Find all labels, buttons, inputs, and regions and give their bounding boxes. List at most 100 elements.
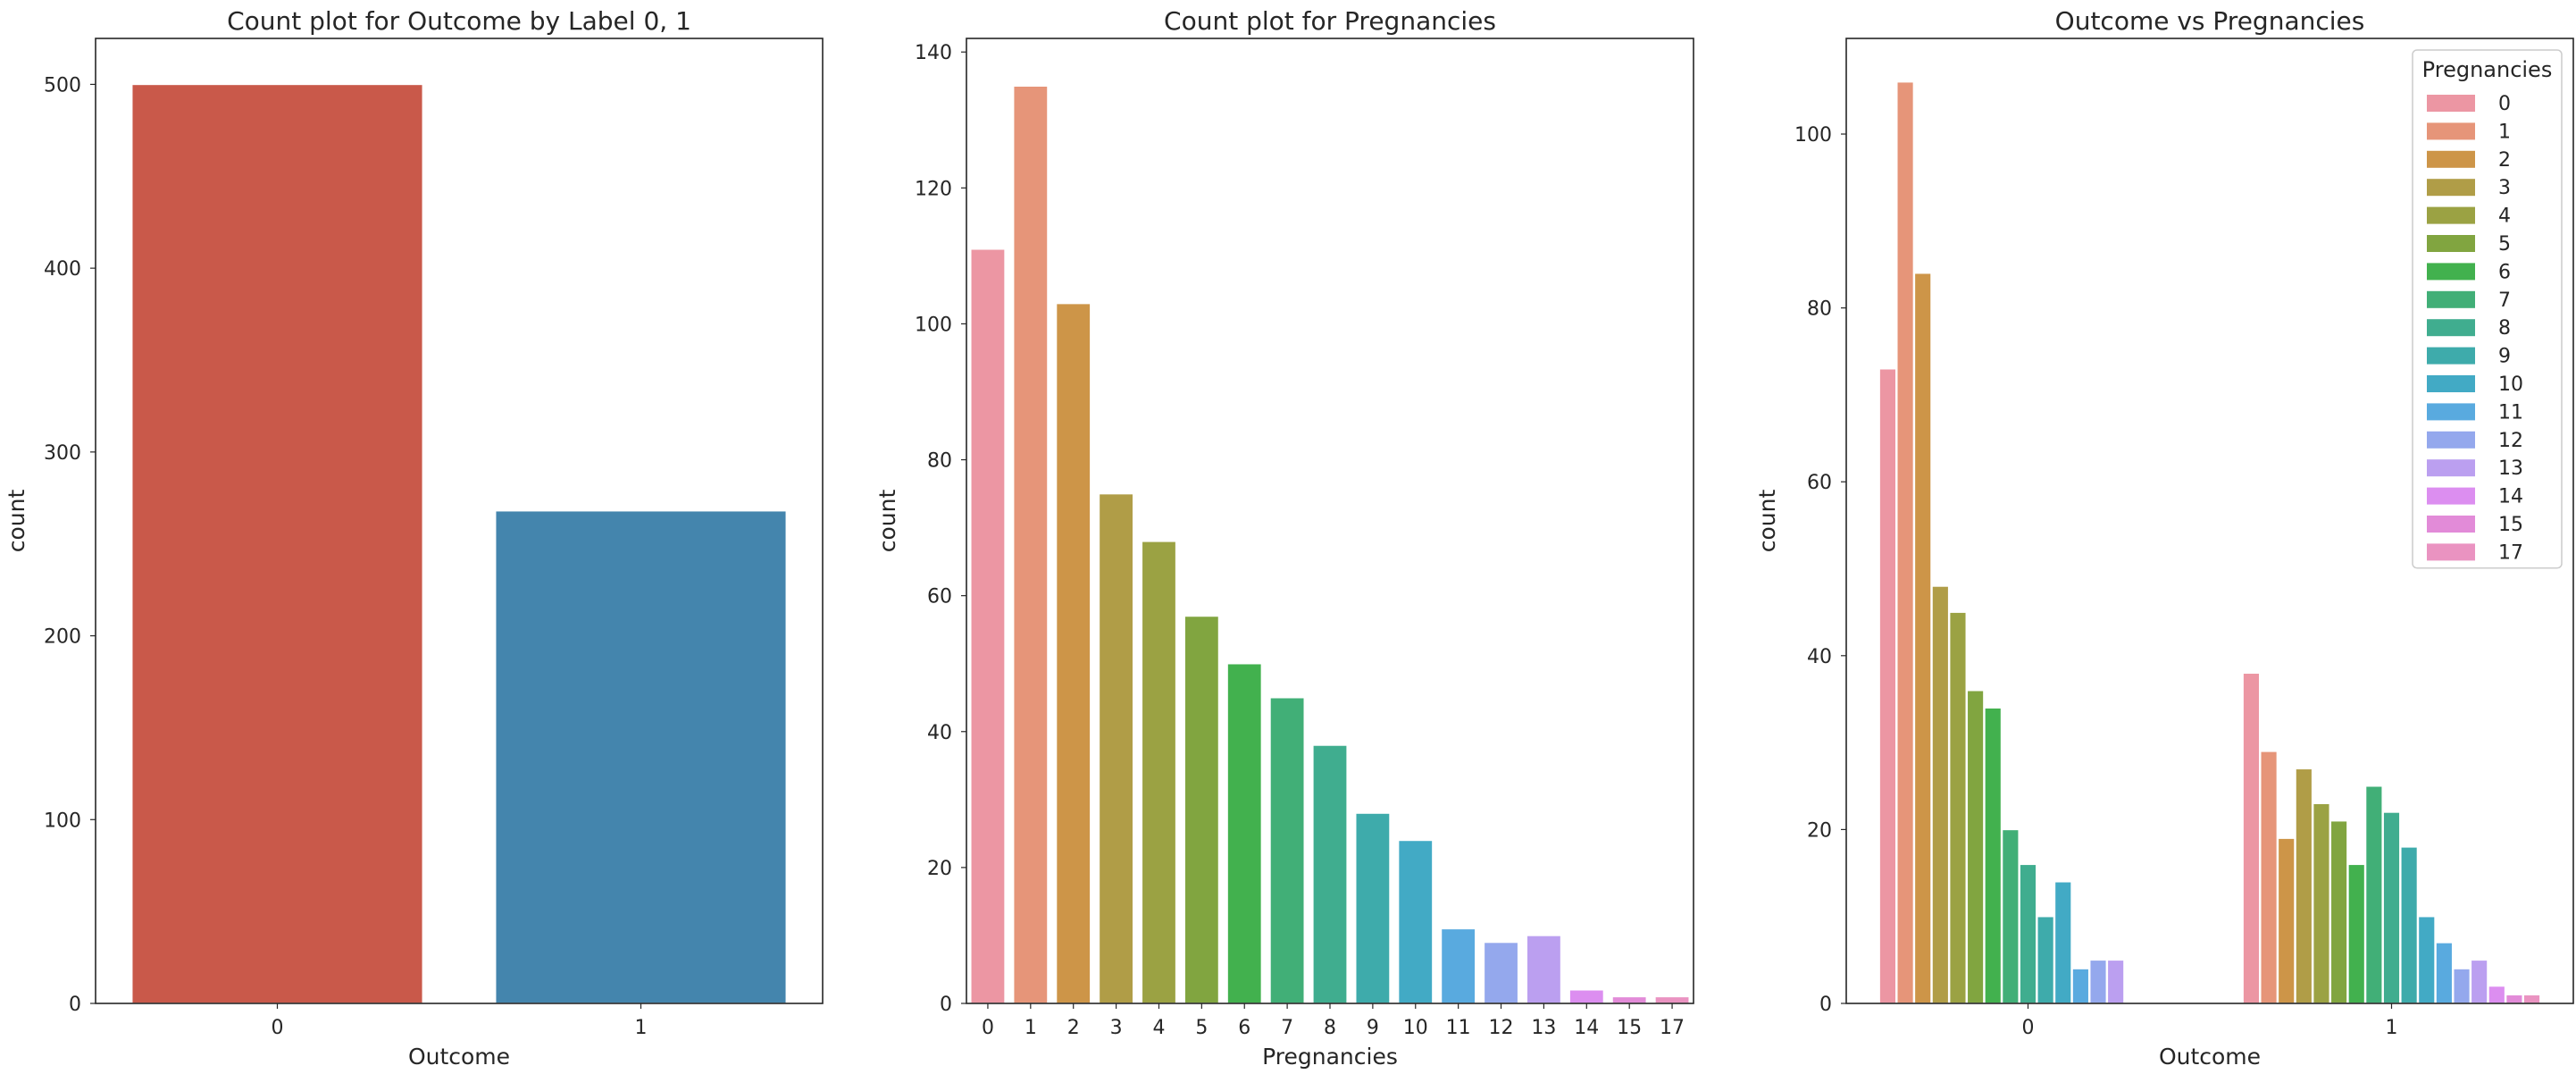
y-tick-label: 0	[1819, 994, 1832, 1016]
y-tick-label: 80	[1807, 298, 1832, 321]
bar-pregnancies-11-outcome-0	[2071, 968, 2090, 1004]
legend-label-7: 7	[2498, 289, 2511, 312]
bar-pregnancies-12-outcome-1	[2452, 968, 2471, 1004]
bar-14	[1568, 989, 1605, 1004]
y-tick-label: 300	[44, 442, 81, 465]
x-tick-label: 17	[1660, 1017, 1685, 1039]
y-tick-label: 60	[1807, 472, 1832, 494]
x-axis-label: Outcome	[2159, 1044, 2261, 1070]
y-tick-label: 140	[915, 42, 952, 64]
legend-swatch-4	[2427, 206, 2475, 224]
x-axis-label: Outcome	[408, 1044, 510, 1070]
bar-10	[1397, 839, 1434, 1004]
legend-label-3: 3	[2498, 177, 2511, 199]
bar-pregnancies-2-outcome-0	[1913, 272, 1932, 1004]
y-tick-label: 40	[927, 722, 952, 744]
y-axis-label: count	[874, 490, 900, 553]
y-tick-label: 200	[44, 626, 81, 649]
legend-label-12: 12	[2498, 430, 2523, 452]
legend-swatch-13	[2427, 459, 2475, 477]
bar-1	[494, 509, 788, 1004]
bar-pregnancies-0-outcome-0	[1878, 367, 1897, 1004]
y-axis-label: count	[1754, 490, 1780, 553]
bar-pregnancies-8-outcome-1	[2382, 811, 2401, 1004]
legend-swatch-3	[2427, 179, 2475, 197]
legend-swatch-9	[2427, 347, 2475, 365]
x-tick-label: 14	[1574, 1017, 1599, 1039]
bar-pregnancies-14-outcome-1	[2488, 985, 2506, 1004]
bar-5	[1183, 615, 1220, 1004]
legend-swatch-7	[2427, 290, 2475, 308]
x-tick-label: 6	[1238, 1017, 1250, 1039]
bar-pregnancies-9-outcome-1	[2400, 846, 2419, 1004]
bar-1	[1012, 85, 1049, 1004]
x-tick-label: 0	[272, 1017, 284, 1039]
legend-label-0: 0	[2498, 93, 2511, 115]
legend-label-8: 8	[2498, 317, 2511, 340]
bar-0	[970, 248, 1006, 1004]
x-tick-label: 2	[1067, 1017, 1080, 1039]
bar-12	[1483, 941, 1519, 1004]
bar-pregnancies-7-outcome-1	[2364, 785, 2383, 1004]
bar-15	[1611, 995, 1648, 1004]
bar-pregnancies-5-outcome-0	[1966, 689, 1985, 1004]
legend-label-10: 10	[2498, 373, 2523, 396]
y-tick-label: 100	[915, 314, 952, 336]
x-tick-label: 4	[1152, 1017, 1165, 1039]
x-tick-label: 9	[1367, 1017, 1379, 1039]
x-tick-label: 15	[1617, 1017, 1642, 1039]
x-tick-label: 12	[1489, 1017, 1514, 1039]
bar-pregnancies-4-outcome-0	[1948, 611, 1968, 1004]
chart-title: Count plot for Pregnancies	[1164, 6, 1496, 36]
chart-title: Count plot for Outcome by Label 0, 1	[227, 6, 691, 36]
bar-pregnancies-11-outcome-1	[2435, 942, 2454, 1004]
y-tick-label: 20	[1807, 819, 1832, 842]
legend-swatch-14	[2427, 487, 2475, 505]
legend-label-14: 14	[2498, 486, 2523, 508]
legend-swatch-2	[2427, 150, 2475, 168]
legend-swatch-15	[2427, 516, 2475, 533]
bar-pregnancies-12-outcome-0	[2088, 959, 2108, 1004]
legend-swatch-1	[2427, 122, 2475, 140]
x-tick-label: 7	[1281, 1017, 1293, 1039]
x-tick-label: 5	[1195, 1017, 1208, 1039]
x-tick-label: 0	[2022, 1017, 2035, 1039]
bar-pregnancies-8-outcome-0	[2019, 863, 2037, 1004]
x-tick-label: 8	[1324, 1017, 1336, 1039]
y-tick-label: 500	[44, 74, 81, 96]
legend-swatch-12	[2427, 431, 2475, 449]
bar-pregnancies-7-outcome-0	[2001, 828, 2020, 1004]
bar-pregnancies-4-outcome-1	[2312, 802, 2331, 1004]
plot-frame	[95, 38, 824, 1004]
bar-6	[1226, 662, 1263, 1004]
plot-frame	[1845, 38, 2574, 1004]
bar-2	[1055, 302, 1091, 1004]
bar-pregnancies-5-outcome-1	[2329, 819, 2348, 1004]
bar-pregnancies-0-outcome-1	[2242, 672, 2261, 1004]
chart-title: Outcome vs Pregnancies	[2055, 6, 2365, 36]
legend-label-9: 9	[2498, 346, 2511, 368]
bar-pregnancies-10-outcome-0	[2053, 881, 2072, 1004]
legend-label-11: 11	[2498, 401, 2523, 424]
bar-pregnancies-13-outcome-1	[2470, 959, 2488, 1004]
bar-pregnancies-1-outcome-1	[2260, 751, 2279, 1004]
y-tick-label: 20	[927, 858, 952, 880]
bar-13	[1526, 935, 1562, 1004]
y-axis-label: count	[4, 490, 29, 553]
x-axis-label: Pregnancies	[1262, 1044, 1398, 1070]
bar-8	[1312, 744, 1348, 1004]
x-tick-label: 10	[1403, 1017, 1428, 1039]
legend-label-4: 4	[2498, 206, 2511, 228]
bar-17	[1654, 995, 1690, 1004]
legend-swatch-5	[2427, 235, 2475, 252]
y-tick-label: 0	[69, 994, 81, 1016]
bar-pregnancies-13-outcome-0	[2106, 959, 2125, 1004]
bar-pregnancies-15-outcome-1	[2505, 994, 2523, 1004]
bar-pregnancies-2-outcome-1	[2277, 837, 2296, 1004]
legend-label-5: 5	[2498, 233, 2511, 256]
x-tick-label: 1	[1025, 1017, 1037, 1039]
legend-label-15: 15	[2498, 514, 2523, 536]
